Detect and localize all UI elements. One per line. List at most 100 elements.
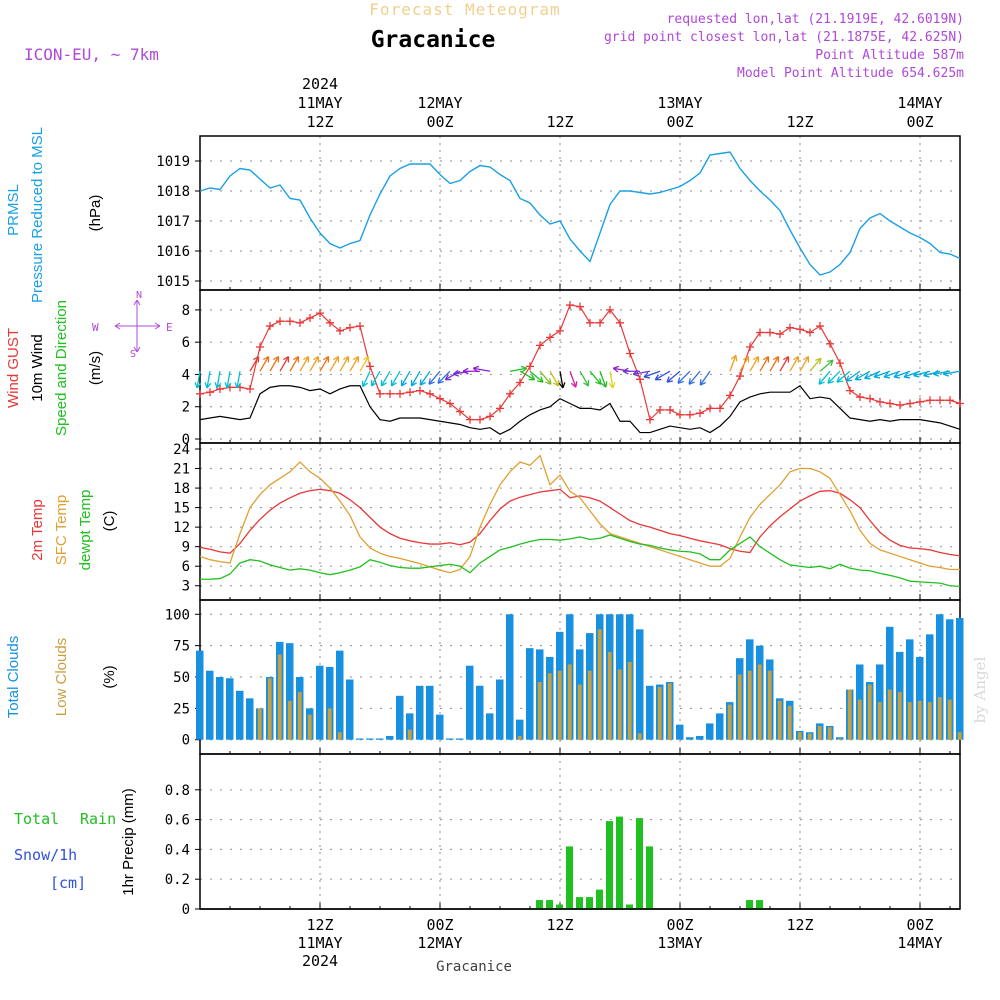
y-tick-label: 18 bbox=[173, 481, 190, 497]
wind-arrow-shaft bbox=[289, 356, 300, 372]
wind-arrow bbox=[419, 370, 431, 386]
wind-arrow-head bbox=[864, 373, 871, 380]
gust-point bbox=[626, 349, 634, 358]
wind-arrow-head bbox=[283, 355, 290, 363]
clouds-unit: (%) bbox=[101, 665, 118, 688]
low-cloud-bar bbox=[767, 670, 772, 740]
y-tick-label: 0 bbox=[182, 733, 190, 749]
y-tick-label: 9 bbox=[182, 540, 190, 556]
wind-arrow-head bbox=[343, 355, 350, 363]
gust-point bbox=[566, 301, 574, 310]
total-cloud-bar bbox=[346, 679, 354, 740]
rain-bar bbox=[546, 900, 553, 909]
wind-arrow-shaft bbox=[549, 370, 560, 387]
gust-point bbox=[876, 397, 884, 406]
wind-arrow-head bbox=[753, 355, 760, 363]
wind-arrow-head bbox=[730, 354, 738, 362]
wind-arrow-shaft bbox=[759, 356, 770, 372]
wind-arrow bbox=[749, 355, 760, 372]
panel-frame bbox=[199, 753, 961, 910]
wind-line bbox=[199, 384, 961, 435]
wind-arrow-head bbox=[410, 379, 417, 387]
wind-arrow bbox=[299, 355, 310, 372]
wind-arrow-shaft bbox=[809, 357, 822, 372]
gust-point bbox=[926, 396, 934, 405]
gust-point bbox=[846, 386, 854, 395]
wind-arrow-shaft bbox=[226, 371, 231, 389]
total-cloud-bar bbox=[456, 738, 464, 740]
low-cloud-bar bbox=[937, 697, 942, 740]
panel-frame bbox=[199, 289, 961, 444]
gust-point bbox=[466, 415, 474, 424]
wind-arrow-shaft bbox=[329, 356, 340, 372]
wind-arrow-shaft bbox=[349, 356, 360, 372]
wind-arrow bbox=[214, 371, 222, 389]
wind-arrow-shaft bbox=[400, 370, 411, 387]
wind-arrow-shaft bbox=[818, 370, 831, 385]
wind-arrow bbox=[769, 355, 780, 372]
temp-2m-line bbox=[199, 488, 961, 557]
gust-point bbox=[686, 410, 694, 419]
time-label-top: 00Z bbox=[426, 113, 453, 131]
gust-point bbox=[406, 388, 414, 397]
gust-point bbox=[446, 399, 454, 408]
gust-point bbox=[426, 389, 434, 398]
wind-arrow bbox=[279, 355, 290, 372]
compass-w: W bbox=[92, 321, 99, 334]
gust-point bbox=[346, 323, 354, 332]
dewpt-line bbox=[200, 534, 961, 588]
gust-point bbox=[866, 394, 874, 403]
wind-arrow-head bbox=[437, 377, 444, 384]
wind-arrow-shaft bbox=[309, 356, 320, 372]
watermark: by Angel bbox=[971, 656, 989, 723]
compass-n: N bbox=[136, 290, 142, 301]
wind-arrow-head bbox=[537, 376, 544, 383]
wind-arrow-shaft bbox=[589, 370, 602, 385]
time-label-bottom: 2024 bbox=[302, 952, 338, 970]
wind-arrow-head bbox=[361, 380, 369, 388]
wind-arrow-head bbox=[932, 369, 940, 377]
low-cloud-bar bbox=[547, 673, 552, 740]
wind-arrow-shaft bbox=[883, 370, 901, 378]
total-cloud-bar bbox=[466, 665, 474, 740]
time-label-top: 12Z bbox=[546, 113, 573, 131]
time-label-bottom: 12Z bbox=[786, 916, 813, 934]
gust-point bbox=[916, 397, 924, 406]
low-cloud-bar bbox=[727, 704, 732, 740]
total-cloud-bar bbox=[706, 723, 714, 740]
compass-arrows bbox=[114, 299, 161, 353]
low-cloud-bar bbox=[917, 700, 922, 740]
time-label-bottom: 12Z bbox=[306, 916, 333, 934]
wind-arrow-shaft bbox=[699, 370, 711, 386]
gust-point bbox=[656, 405, 664, 414]
wind-arrow-head bbox=[942, 369, 950, 377]
panels: 1015101610171018101902468369121518212402… bbox=[156, 135, 964, 918]
wind-arrow bbox=[688, 370, 701, 385]
total-cloud-bar bbox=[956, 618, 964, 740]
wind-arrow bbox=[269, 355, 280, 372]
total-cloud-bar bbox=[226, 678, 234, 740]
wind-arrow-shaft bbox=[249, 356, 260, 372]
low-cloud-bar bbox=[887, 689, 892, 740]
low-cloud-bar bbox=[327, 708, 332, 740]
gust-point bbox=[796, 325, 804, 334]
wind-arrow-head bbox=[893, 372, 901, 379]
wind-arrow-head bbox=[224, 382, 232, 389]
gridpoint-coords: grid point closest lon,lat (21.1875E, 42… bbox=[604, 30, 964, 45]
low-cloud-bar bbox=[257, 708, 262, 740]
gust-point bbox=[586, 318, 594, 327]
wind-arrow bbox=[539, 370, 552, 385]
wind-arrow-head bbox=[472, 365, 480, 373]
wind-arrow bbox=[289, 355, 300, 372]
total-cloud-bar bbox=[696, 735, 704, 740]
gust-point bbox=[746, 343, 754, 352]
gust-point bbox=[676, 410, 684, 419]
y-tick-label: 24 bbox=[173, 442, 190, 458]
wind-arrow-shaft bbox=[259, 356, 270, 372]
panel-temperature: 3 6 9 12 15 18 21 24 bbox=[173, 442, 961, 601]
wind-arrow bbox=[699, 370, 711, 386]
wind-arrow-head bbox=[234, 382, 242, 389]
rain-bar bbox=[536, 900, 543, 909]
total-cloud-bar bbox=[526, 648, 534, 740]
